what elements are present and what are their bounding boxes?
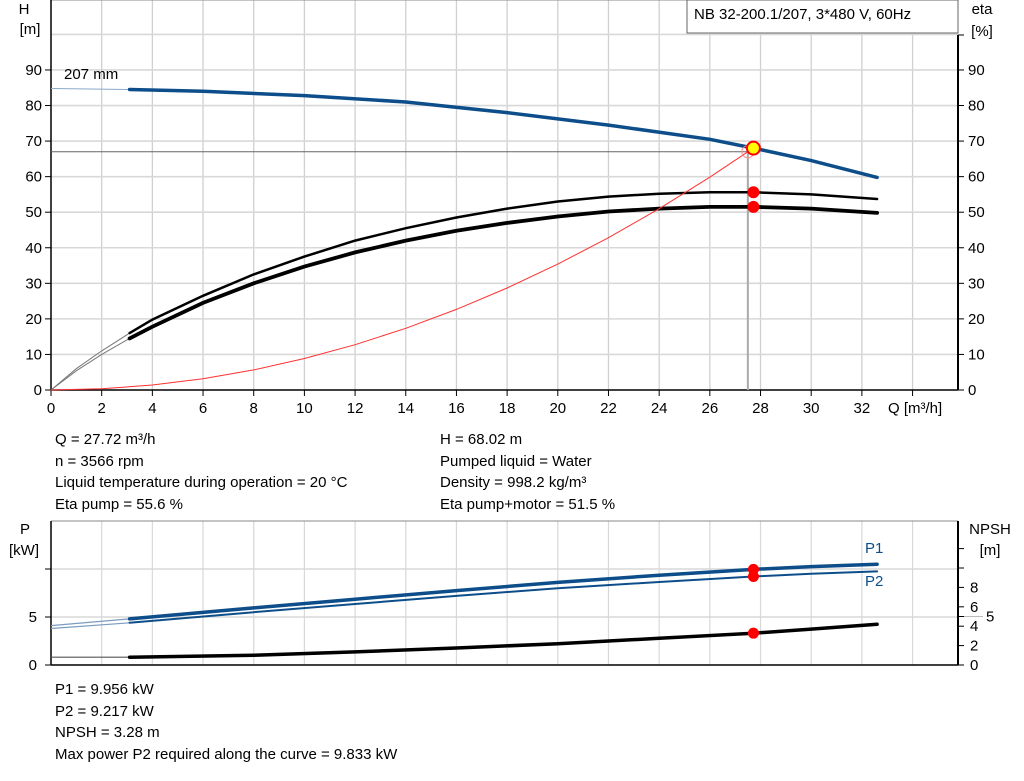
head-curve (127, 87, 879, 180)
y-tick-label: 70 (25, 133, 42, 150)
eta-pump-marker (747, 186, 760, 199)
y-tick-label: 10 (25, 346, 42, 363)
x-tick-label: 12 (347, 400, 364, 417)
title-box (686, 0, 959, 34)
npsh-marker (747, 627, 759, 639)
eta-pump-curve (128, 191, 879, 335)
info-speed: n = 3566 rpm (55, 452, 144, 470)
y2-axis-label: eta (972, 1, 994, 18)
x-axis-label: Q [m³/h] (888, 400, 942, 417)
p1-curve-extrapolated (50, 618, 130, 627)
npsh-tick-label: 4 (970, 618, 978, 635)
info-p1: P1 = 9.956 kW (55, 681, 154, 698)
p-tick-label: 5 (29, 609, 37, 626)
x-tick-label: 32 (854, 400, 871, 417)
info-flow: Q = 27.72 m³/h (55, 431, 156, 448)
info-density: Density = 998.2 kg/m³ (440, 474, 587, 492)
y-axis-unit: [m] (20, 21, 41, 38)
p2-curve-extrapolated (50, 622, 130, 630)
system-curve (50, 147, 754, 391)
p2-label: P2 (865, 573, 883, 590)
info-eta-pump: Eta pump = 55.6 % (55, 496, 183, 514)
npsh-tick-label: 6 (970, 599, 978, 616)
x-tick-label: 6 (199, 400, 207, 417)
info-npsh: NPSH = 3.28 m (55, 724, 160, 742)
y-tick-label: 90 (25, 62, 42, 79)
y2-tick-label: 60 (968, 169, 985, 186)
p1-label: P1 (865, 540, 883, 557)
x-tick-label: 30 (803, 400, 820, 417)
npsh-tick-label: 5 (986, 609, 994, 626)
eta-pump-motor-curve-extrapolated (50, 337, 130, 391)
info-max-power: Max power P2 required along the curve = … (55, 746, 398, 764)
info-top-right: H = 68.02 m Pumped liquid = Water Densit… (440, 429, 615, 516)
x-tick-label: 26 (701, 400, 718, 417)
p2-marker (747, 571, 759, 583)
p-tick-label: 0 (29, 657, 37, 674)
info-bottom: P1 = 9.956 kW P2 = 9.217 kW NPSH = 3.28 … (55, 679, 397, 766)
npsh-curve (127, 622, 879, 659)
y-tick-label: 40 (25, 240, 42, 257)
y2-tick-label: 30 (968, 275, 985, 292)
y2-tick-label: 90 (968, 62, 985, 79)
npsh-tick-label: 0 (970, 657, 978, 674)
y2-tick-label: 50 (968, 204, 985, 221)
impeller-diameter-label: 207 mm (64, 66, 118, 83)
npsh-axis-label: NPSH (969, 521, 1011, 538)
x-tick-label: 22 (600, 400, 617, 417)
info-liquid-temperature: Liquid temperature during operation = 20… (55, 474, 348, 492)
x-tick-label: 10 (296, 400, 313, 417)
y2-tick-label: 40 (968, 240, 985, 257)
x-tick-label: 2 (98, 400, 106, 417)
y-tick-label: 60 (25, 169, 42, 186)
y2-tick-label: 10 (968, 346, 985, 363)
y-tick-label: 20 (25, 311, 42, 328)
x-tick-label: 28 (752, 400, 769, 417)
x-tick-label: 24 (651, 400, 668, 417)
p1-curve (127, 562, 879, 621)
p-axis-unit: [kW] (9, 542, 39, 559)
p-axis-label: P (20, 521, 30, 538)
y2-tick-label: 0 (968, 382, 976, 399)
chart-title-box-text: NB 32-200.1/207, 3*480 V, 60Hz (694, 6, 911, 23)
x-tick-label: 8 (250, 400, 258, 417)
eta-pump-motor-marker (747, 200, 760, 213)
npsh-axis-unit: [m] (980, 542, 1001, 559)
y-tick-label: 30 (25, 275, 42, 292)
eta-pump-curve-extrapolated (50, 332, 130, 391)
x-tick-label: 20 (549, 400, 566, 417)
info-pumped-liquid: Pumped liquid = Water (440, 452, 592, 470)
x-tick-label: 16 (448, 400, 465, 417)
x-tick-label: 18 (499, 400, 516, 417)
info-eta-pump-motor: Eta pump+motor = 51.5 % (440, 496, 616, 514)
duty-point-marker (745, 140, 761, 156)
info-top-left: Q = 27.72 m³/h n = 3566 rpm Liquid tempe… (55, 429, 347, 516)
eta-pump-motor-curve (127, 205, 879, 341)
y-tick-label: 80 (25, 98, 42, 115)
y2-tick-label: 80 (968, 98, 985, 115)
npsh-tick-label: 8 (970, 579, 978, 596)
info-head: H = 68.02 m (440, 431, 523, 448)
info-p2: P2 = 9.217 kW (55, 702, 154, 720)
y-axis-label: H (19, 1, 30, 18)
x-tick-label: 14 (397, 400, 414, 417)
y-tick-label: 50 (25, 204, 42, 221)
y2-tick-label: 20 (968, 311, 985, 328)
y2-tick-label: 70 (968, 133, 985, 150)
p2-curve (128, 570, 879, 624)
head-curve-extrapolated (50, 88, 130, 90)
npsh-tick-label: 2 (970, 638, 978, 655)
x-tick-label: 0 (47, 400, 55, 417)
y2-axis-unit: [%] (971, 23, 993, 40)
x-tick-label: 4 (148, 400, 156, 417)
y-tick-label: 0 (34, 382, 42, 399)
